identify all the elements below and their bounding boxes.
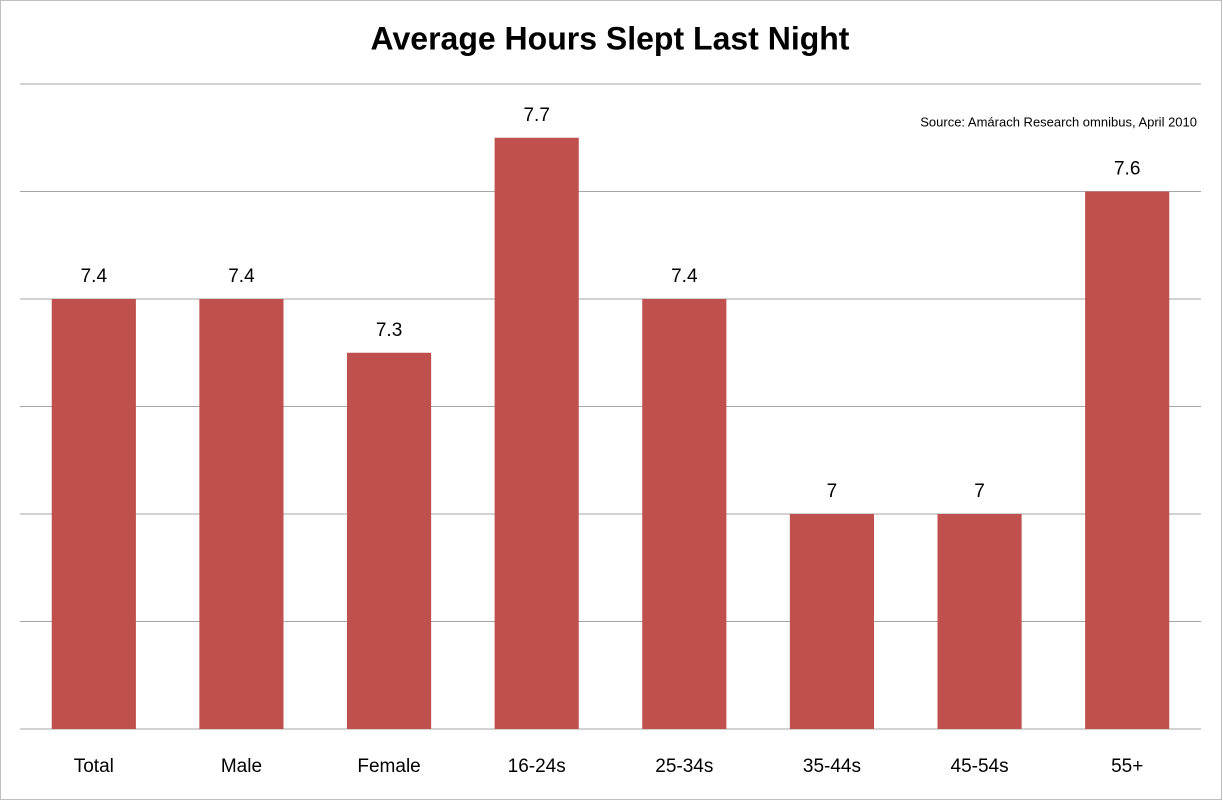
- data-label: 7: [974, 481, 985, 502]
- x-tick-label: Female: [357, 756, 420, 777]
- bar: [937, 514, 1022, 729]
- data-label: 7.3: [376, 320, 402, 341]
- data-label: 7.4: [81, 266, 108, 287]
- source-note: Source: Amárach Research omnibus, April …: [920, 114, 1197, 129]
- data-label: 7.6: [1114, 159, 1140, 180]
- x-tick-label: Total: [74, 756, 114, 777]
- x-tick-label: 16-24s: [508, 756, 566, 777]
- x-tick-label: 25-34s: [655, 756, 713, 777]
- bar: [494, 137, 579, 729]
- x-tick-label: 45-54s: [951, 756, 1009, 777]
- bar: [51, 299, 136, 729]
- data-label: 7.4: [228, 266, 255, 287]
- data-label: 7.7: [523, 105, 549, 126]
- bar: [642, 299, 727, 729]
- bar: [1085, 191, 1170, 729]
- data-label: 7.4: [671, 266, 698, 287]
- bar: [346, 352, 432, 729]
- x-tick-label: 35-44s: [803, 756, 861, 777]
- x-tick-label: Male: [221, 756, 262, 777]
- chart-title: Average Hours Slept Last Night: [371, 20, 850, 56]
- data-label: 7: [827, 481, 838, 502]
- x-tick-label: 55+: [1111, 756, 1143, 777]
- bar: [199, 299, 284, 729]
- bar: [789, 514, 875, 729]
